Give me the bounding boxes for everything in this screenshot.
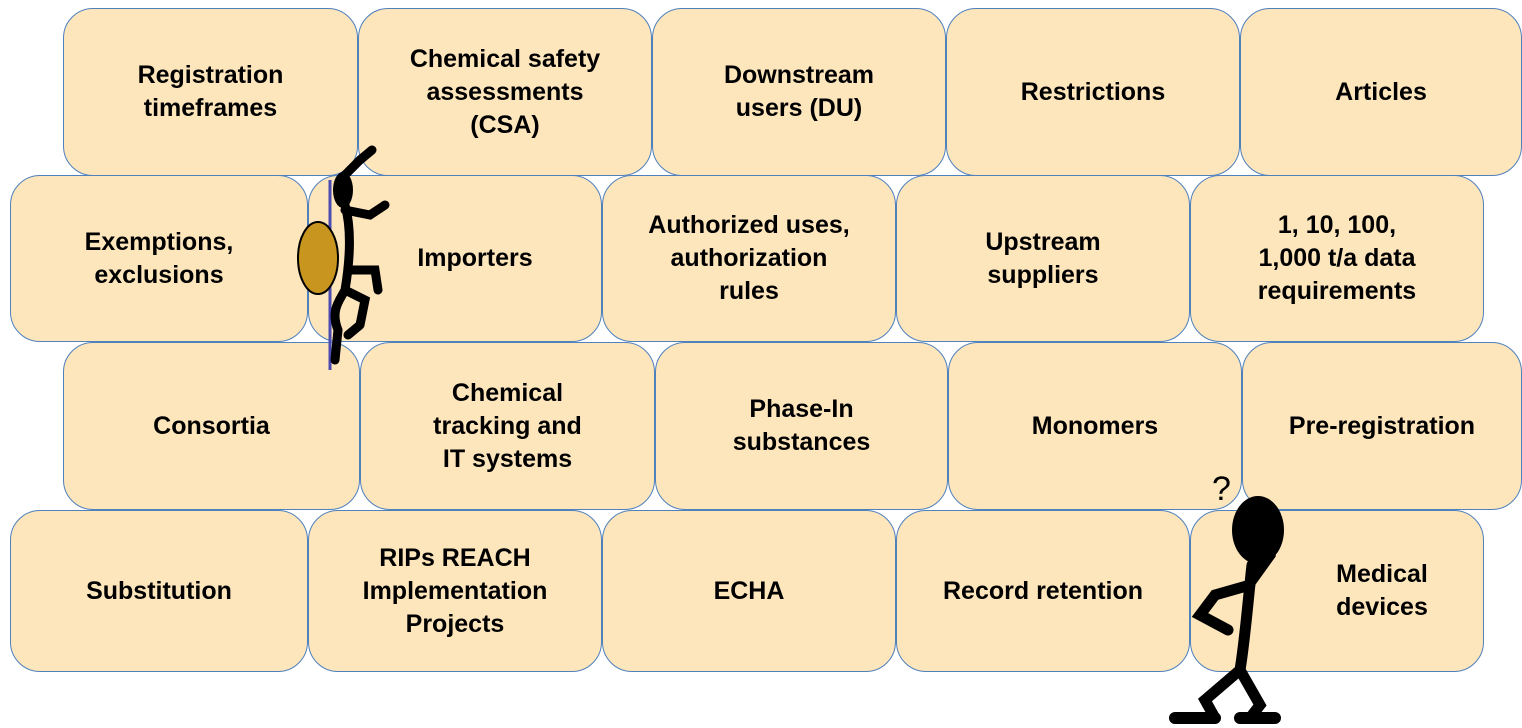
topic-block: RIPs REACH Implementation Projects <box>308 510 602 672</box>
topic-block: Chemical safety assessments (CSA) <box>358 8 652 176</box>
topic-block: Importers <box>308 175 602 342</box>
topic-block: 1, 10, 100, 1,000 t/a data requirements <box>1190 175 1484 342</box>
topic-block: Chemical tracking and IT systems <box>360 342 655 510</box>
topic-block: Phase-In substances <box>655 342 948 510</box>
topic-block: Authorized uses, authorization rules <box>602 175 896 342</box>
topic-block: Monomers <box>948 342 1242 510</box>
topic-block: Restrictions <box>946 8 1240 176</box>
topic-block: Upstream suppliers <box>896 175 1190 342</box>
topic-block: Record retention <box>896 510 1190 672</box>
topic-block: Downstream users (DU) <box>652 8 946 176</box>
topic-block: Pre-registration <box>1242 342 1522 510</box>
topic-block: Exemptions, exclusions <box>10 175 308 342</box>
topic-block: Registration timeframes <box>63 8 358 176</box>
topic-block: Substitution <box>10 510 308 672</box>
topic-block: ECHA <box>602 510 896 672</box>
topic-block: Medical devices <box>1190 510 1484 672</box>
topic-block: Articles <box>1240 8 1522 176</box>
topic-block: Consortia <box>63 342 360 510</box>
